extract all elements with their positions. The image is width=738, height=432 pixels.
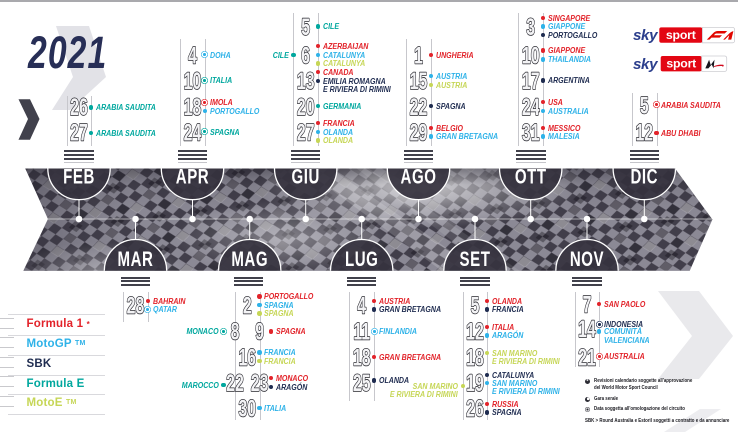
svg-text:3: 3 bbox=[526, 15, 535, 41]
svg-text:22: 22 bbox=[410, 95, 428, 121]
svg-text:8: 8 bbox=[231, 320, 240, 346]
svg-text:4: 4 bbox=[357, 294, 366, 320]
svg-text:GIU: GIU bbox=[291, 164, 319, 188]
svg-text:MAR: MAR bbox=[118, 247, 154, 271]
svg-text:MAG: MAG bbox=[231, 247, 268, 271]
svg-text:10: 10 bbox=[522, 43, 540, 69]
svg-text:24: 24 bbox=[522, 95, 540, 121]
svg-text:2: 2 bbox=[243, 294, 252, 320]
svg-text:5: 5 bbox=[471, 294, 480, 320]
svg-text:AGO: AGO bbox=[401, 164, 437, 188]
svg-text:sport: sport bbox=[666, 57, 696, 71]
svg-text:NOV: NOV bbox=[570, 247, 604, 271]
svg-text:23: 23 bbox=[251, 371, 269, 397]
svg-text:28: 28 bbox=[127, 294, 145, 320]
svg-text:LUG: LUG bbox=[345, 247, 378, 271]
svg-text:25: 25 bbox=[353, 371, 371, 397]
svg-text:20: 20 bbox=[297, 95, 315, 121]
svg-text:18: 18 bbox=[184, 95, 202, 121]
svg-text:21: 21 bbox=[578, 345, 596, 371]
svg-text:sky: sky bbox=[633, 27, 659, 44]
svg-text:OTT: OTT bbox=[515, 164, 547, 188]
svg-text:DIC: DIC bbox=[631, 164, 659, 188]
svg-text:18: 18 bbox=[353, 345, 371, 371]
svg-text:30: 30 bbox=[238, 397, 256, 423]
svg-text:6: 6 bbox=[301, 43, 310, 69]
svg-text:SET: SET bbox=[460, 247, 491, 271]
svg-text:9: 9 bbox=[255, 320, 264, 346]
svg-text:27: 27 bbox=[70, 121, 88, 147]
svg-text:17: 17 bbox=[522, 69, 540, 95]
svg-text:15: 15 bbox=[410, 69, 428, 95]
svg-text:13: 13 bbox=[297, 69, 315, 95]
svg-text:19: 19 bbox=[466, 371, 484, 397]
svg-text:24: 24 bbox=[184, 121, 202, 147]
svg-text:29: 29 bbox=[410, 121, 428, 147]
svg-text:5: 5 bbox=[301, 15, 310, 41]
svg-text:18: 18 bbox=[466, 345, 484, 371]
svg-text:26: 26 bbox=[466, 397, 484, 423]
svg-text:4: 4 bbox=[188, 43, 197, 69]
svg-text:5: 5 bbox=[640, 93, 649, 119]
svg-text:APR: APR bbox=[176, 164, 209, 188]
svg-text:10: 10 bbox=[184, 69, 202, 95]
svg-text:12: 12 bbox=[466, 320, 484, 346]
svg-text:27: 27 bbox=[297, 121, 315, 147]
svg-text:sport: sport bbox=[666, 28, 696, 42]
svg-text:7: 7 bbox=[583, 293, 592, 319]
svg-text:26: 26 bbox=[70, 95, 88, 121]
svg-text:11: 11 bbox=[353, 320, 370, 346]
svg-text:16: 16 bbox=[238, 345, 256, 371]
svg-text:FEB: FEB bbox=[63, 164, 95, 188]
svg-text:31: 31 bbox=[522, 121, 540, 147]
svg-text:sky: sky bbox=[633, 56, 659, 73]
svg-text:14: 14 bbox=[578, 317, 596, 343]
svg-text:1: 1 bbox=[414, 43, 423, 69]
svg-text:12: 12 bbox=[635, 121, 653, 147]
svg-text:22: 22 bbox=[226, 371, 244, 397]
